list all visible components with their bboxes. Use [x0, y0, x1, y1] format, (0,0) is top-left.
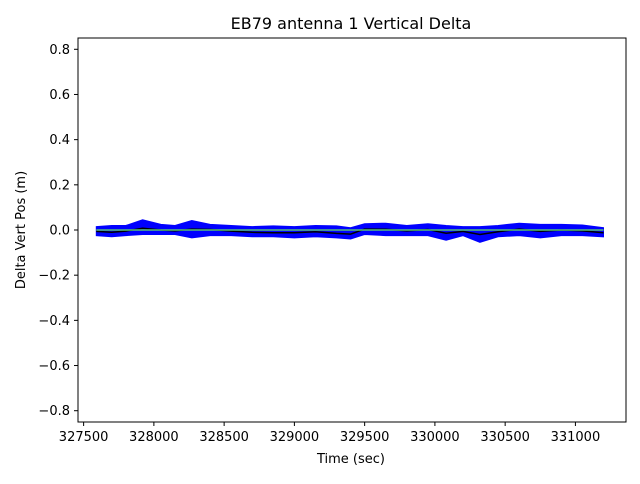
y-tick-label: −0.2: [38, 269, 70, 284]
chart-title: EB79 antenna 1 Vertical Delta: [231, 14, 472, 33]
y-tick-label: 0.6: [49, 88, 70, 103]
y-tick-label: −0.8: [38, 404, 70, 419]
y-tick-label: 0.0: [49, 224, 70, 239]
x-tick-label: 331000: [551, 430, 601, 445]
y-tick-label: 0.4: [49, 133, 70, 148]
plot-area: [95, 219, 604, 243]
y-tick-label: 0.8: [49, 43, 70, 58]
axes: 327500 328000 328500 329000 329500 330000 3305…: [38, 37, 627, 445]
series-group: [95, 219, 604, 243]
x-tick-label: 330000: [410, 430, 460, 445]
x-tick-label: 328500: [199, 430, 249, 445]
y-tick-label: −0.6: [38, 359, 70, 374]
y-axis-label: Delta Vert Pos (m): [14, 171, 29, 289]
x-tick-label: 327500: [59, 430, 109, 445]
y-tick-label: −0.4: [38, 314, 70, 329]
x-tick-label: 328000: [129, 430, 179, 445]
x-tick-label: 329000: [270, 430, 320, 445]
y-tick-label: 0.2: [49, 178, 70, 193]
x-axis-label: Time (sec): [316, 452, 385, 467]
x-tick-label: 329500: [340, 430, 390, 445]
x-tick-label: 330500: [480, 430, 530, 445]
series-0-error-band: [95, 219, 604, 243]
